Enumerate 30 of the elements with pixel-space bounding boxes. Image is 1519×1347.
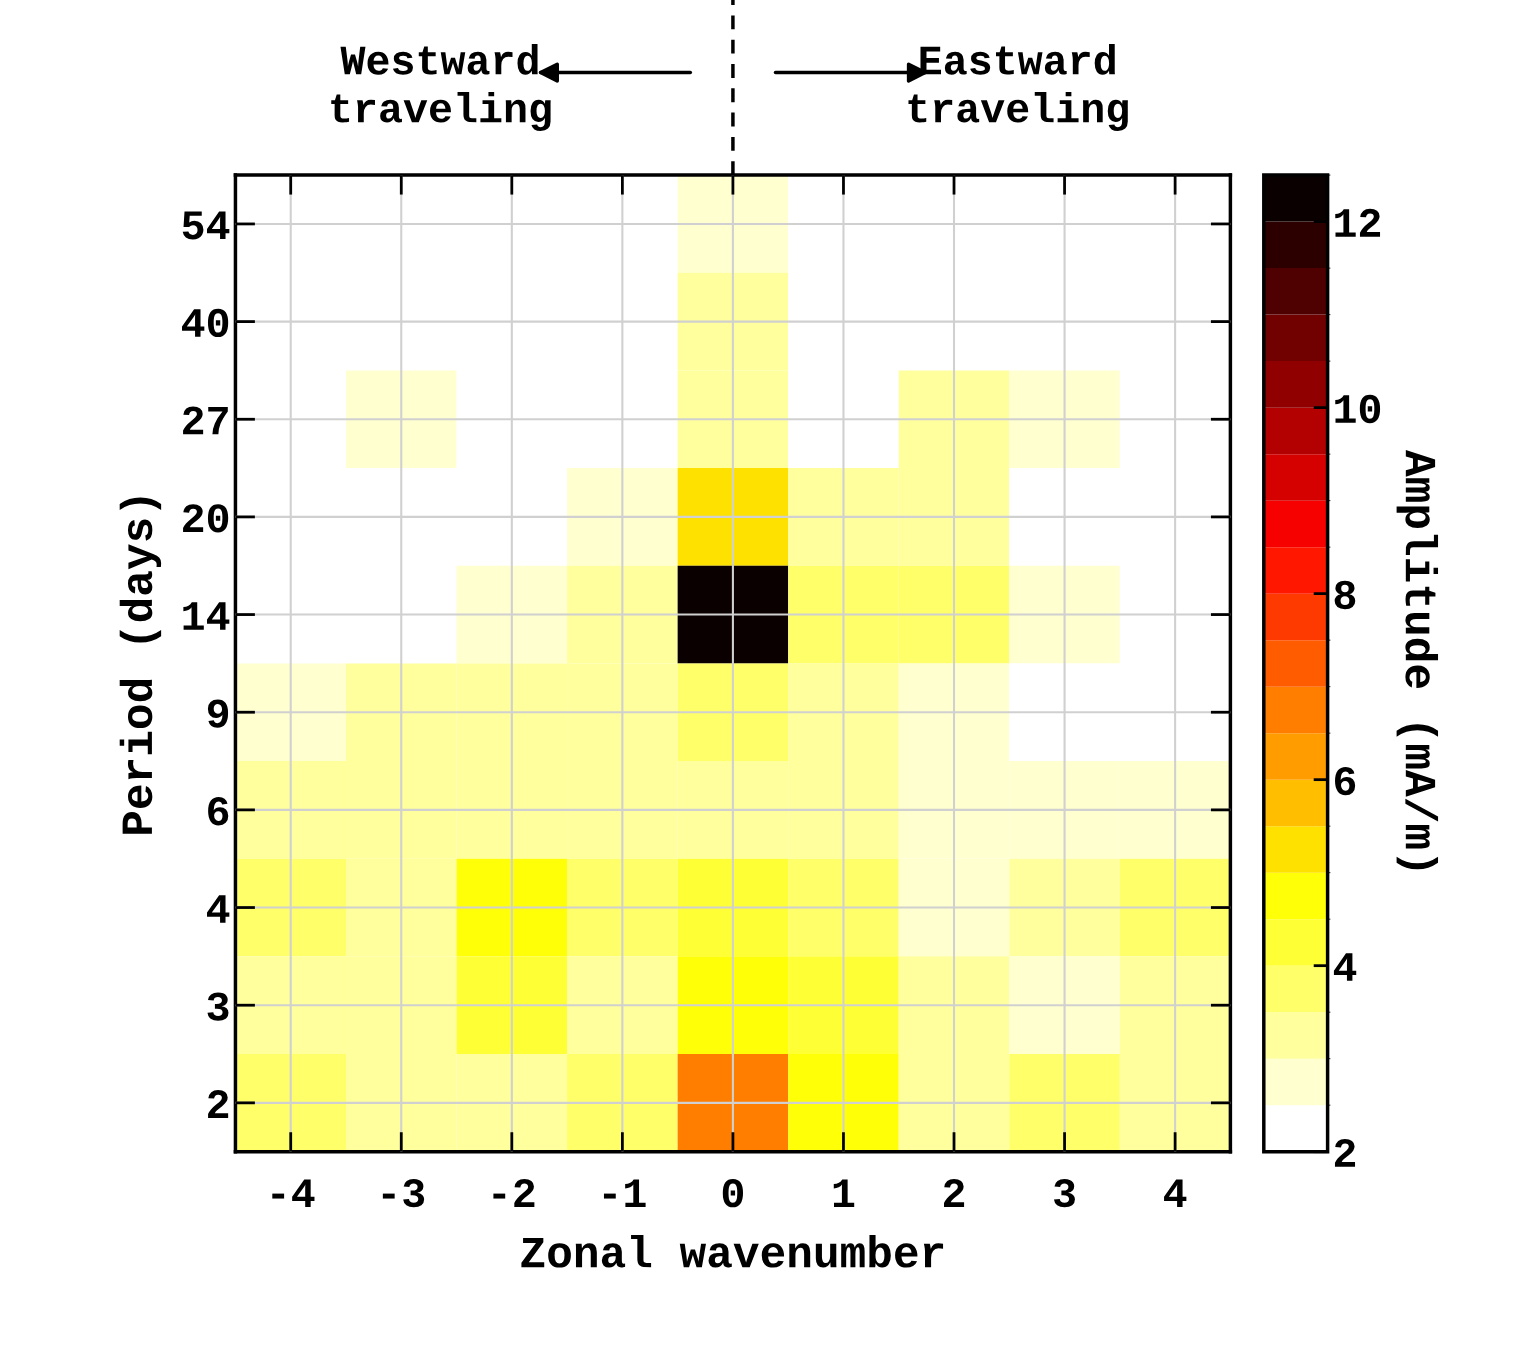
x-tick-label: -4 [272,1179,315,1207]
y-tick-label: 2 [208,1090,229,1118]
y-tick-label: 20 [183,504,229,533]
x-tick-label: 4 [1164,1179,1187,1207]
text: Eastward traveling [908,44,1128,132]
y-tick-label: 14 [183,602,230,630]
y-axis-title: Period (days) [119,497,162,834]
y-tick-label: 40 [182,308,229,338]
x-tick-label: -2 [493,1179,535,1207]
y-tick-label: 4 [207,895,230,923]
color-bar-title: Amplitude (mA/m) [1396,450,1439,870]
x-tick-label: 0 [722,1179,744,1208]
x-axis-title: Zonal wavenumber [521,1234,944,1268]
color-bar-label: 10 [1335,394,1381,424]
y-tick-label: 27 [183,406,228,435]
x-tick-label: -1 [603,1179,646,1207]
x-tick-label: 3 [1053,1179,1075,1208]
color-bar-label: 4 [1333,953,1357,981]
text: Westward traveling [331,44,551,132]
color-bar-label: 6 [1335,766,1356,796]
x-tick-label: 2 [944,1179,965,1207]
y-tick-label: 3 [207,992,229,1021]
color-bar-label: 2 [1334,1138,1356,1167]
y-tick-label: 54 [182,211,230,240]
y-tick-label: 9 [207,699,229,728]
x-tick-label: 1 [833,1179,855,1207]
color-bar-label: 12 [1335,208,1381,237]
x-tick-label: -3 [382,1179,425,1208]
y-tick-label: 6 [208,797,229,826]
color-bar-label: 8 [1334,580,1356,610]
